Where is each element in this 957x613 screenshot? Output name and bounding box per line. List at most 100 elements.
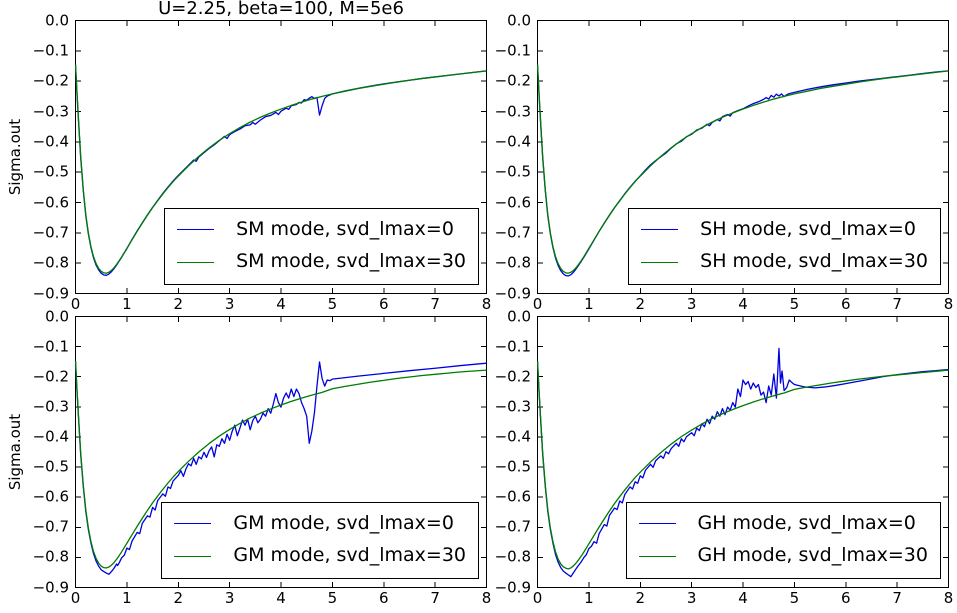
series-line-green: [537, 361, 949, 570]
legend-line-green-icon: [177, 261, 215, 263]
y-tick-label: 0.0: [45, 11, 69, 29]
y-tick-label: −0.3: [494, 102, 531, 120]
x-tick-label: 3: [686, 295, 697, 313]
y-tick-label: −0.5: [494, 162, 531, 181]
x-tick-label: 1: [584, 295, 594, 313]
x-tick-label: 2: [173, 295, 184, 313]
plot-area-sh: [537, 20, 949, 294]
y-tick-label: −0.6: [32, 487, 69, 506]
x-tick-label: 7: [430, 589, 440, 607]
x-tick-label: 0: [70, 295, 81, 313]
legend-entry: GM mode, svd_lmax=0: [174, 512, 466, 536]
y-tick-label: −0.7: [32, 517, 69, 536]
series-line-blue: [537, 347, 949, 578]
y-tick-label: −0.5: [494, 457, 531, 476]
y-tick-label: −0.5: [32, 162, 69, 181]
legend-label: GH mode, svd_lmax=0: [697, 511, 916, 534]
y-tick-label: 0.0: [507, 11, 531, 29]
y-tick-label: −0.2: [494, 367, 531, 386]
series-line-green: [75, 64, 487, 274]
x-tick-label: 6: [378, 589, 389, 607]
y-tick-label: −0.9: [32, 578, 69, 596]
axes-frame: [537, 20, 949, 294]
x-tick-label: 7: [892, 295, 902, 313]
subplot-gh-mode: GH mode, svd_lmax=0 GH mode, svd_lmax=30: [537, 316, 949, 588]
y-tick-label: −0.3: [494, 397, 531, 416]
legend-label: SM mode, svd_lmax=0: [236, 217, 454, 240]
x-tick-label: 1: [122, 589, 132, 607]
legend-label: GM mode, svd_lmax=30: [233, 544, 466, 567]
x-tick-label: 8: [481, 295, 492, 313]
plot-area-sm: [75, 20, 487, 294]
axes-frame: [75, 316, 487, 588]
x-tick-label: 7: [892, 589, 902, 607]
x-tick-label: 1: [584, 589, 594, 607]
legend-gm: GM mode, svd_lmax=0 GM mode, svd_lmax=30: [161, 501, 479, 579]
x-tick-label: 3: [224, 589, 235, 607]
subplot-sm-mode: SM mode, svd_lmax=0 SM mode, svd_lmax=30: [75, 20, 487, 294]
legend-line-green-icon: [641, 261, 679, 263]
x-tick-label: 5: [327, 295, 338, 313]
y-tick-label: −0.8: [32, 253, 69, 272]
y-tick-label: −0.3: [32, 102, 69, 120]
legend-label: SH mode, svd_lmax=0: [700, 217, 916, 240]
x-tick-label: 2: [635, 295, 646, 313]
figure-title: U=2.25, beta=100, M=5e6: [158, 0, 404, 19]
x-tick-label: 0: [532, 295, 543, 313]
x-tick-label: 7: [430, 295, 440, 313]
legend-label: GM mode, svd_lmax=0: [233, 511, 454, 534]
y-tick-label: 0.0: [45, 307, 69, 325]
y-tick-label: −0.6: [494, 193, 531, 211]
plot-area-gm: [75, 316, 487, 588]
legend-line-blue-icon: [641, 228, 679, 230]
legend-gh: GH mode, svd_lmax=0 GH mode, svd_lmax=30: [625, 501, 941, 579]
legend-entry: SH mode, svd_lmax=0: [641, 218, 928, 242]
legend-entry: GH mode, svd_lmax=30: [638, 544, 928, 568]
y-tick-label: −0.7: [494, 223, 531, 242]
legend-line-green-icon: [638, 555, 676, 557]
y-tick-label: −0.4: [32, 427, 69, 446]
x-tick-label: 5: [789, 295, 800, 313]
y-axis-label-bottom-row: Sigma.out: [6, 413, 24, 491]
legend-entry: SM mode, svd_lmax=0: [177, 218, 466, 242]
y-tick-label: −0.2: [32, 71, 69, 90]
y-tick-label: 0.0: [507, 307, 531, 325]
legend-line-blue-icon: [174, 522, 212, 524]
series-line-green: [75, 361, 487, 569]
x-tick-label: 4: [738, 589, 748, 607]
legend-sm: SM mode, svd_lmax=0 SM mode, svd_lmax=30: [164, 207, 479, 285]
x-tick-label: 6: [378, 295, 389, 313]
series-line-blue: [75, 361, 487, 575]
x-tick-label: 1: [122, 295, 132, 313]
legend-line-blue-icon: [638, 522, 676, 524]
x-tick-label: 5: [789, 589, 800, 607]
y-tick-label: −0.9: [494, 578, 531, 596]
x-tick-label: 3: [224, 295, 235, 313]
y-tick-label: −0.7: [494, 517, 531, 536]
y-tick-label: −0.9: [494, 284, 531, 302]
legend-sh: SH mode, svd_lmax=0 SH mode, svd_lmax=30: [628, 207, 941, 285]
y-tick-label: −0.8: [494, 253, 531, 272]
legend-line-green-icon: [174, 555, 212, 557]
x-tick-label: 3: [686, 589, 697, 607]
axes-frame: [537, 316, 949, 588]
y-tick-label: −0.4: [32, 132, 69, 151]
plot-area-gh: [537, 316, 949, 588]
y-tick-label: −0.1: [494, 337, 531, 356]
x-tick-label: 8: [481, 589, 492, 607]
x-tick-label: 4: [276, 295, 286, 313]
y-tick-label: −0.1: [494, 41, 531, 60]
legend-entry: SM mode, svd_lmax=30: [177, 250, 466, 274]
y-tick-label: −0.4: [494, 132, 531, 151]
x-tick-label: 0: [532, 589, 543, 607]
y-tick-label: −0.9: [32, 284, 69, 302]
y-tick-label: −0.2: [32, 367, 69, 386]
x-tick-label: 4: [738, 295, 748, 313]
x-tick-label: 4: [276, 589, 286, 607]
y-axis-label-top-row: Sigma.out: [6, 118, 24, 196]
y-tick-label: −0.2: [494, 71, 531, 90]
y-tick-label: −0.5: [32, 457, 69, 476]
legend-entry: GH mode, svd_lmax=0: [638, 511, 929, 536]
legend-entry: GM mode, svd_lmax=30: [174, 544, 466, 568]
